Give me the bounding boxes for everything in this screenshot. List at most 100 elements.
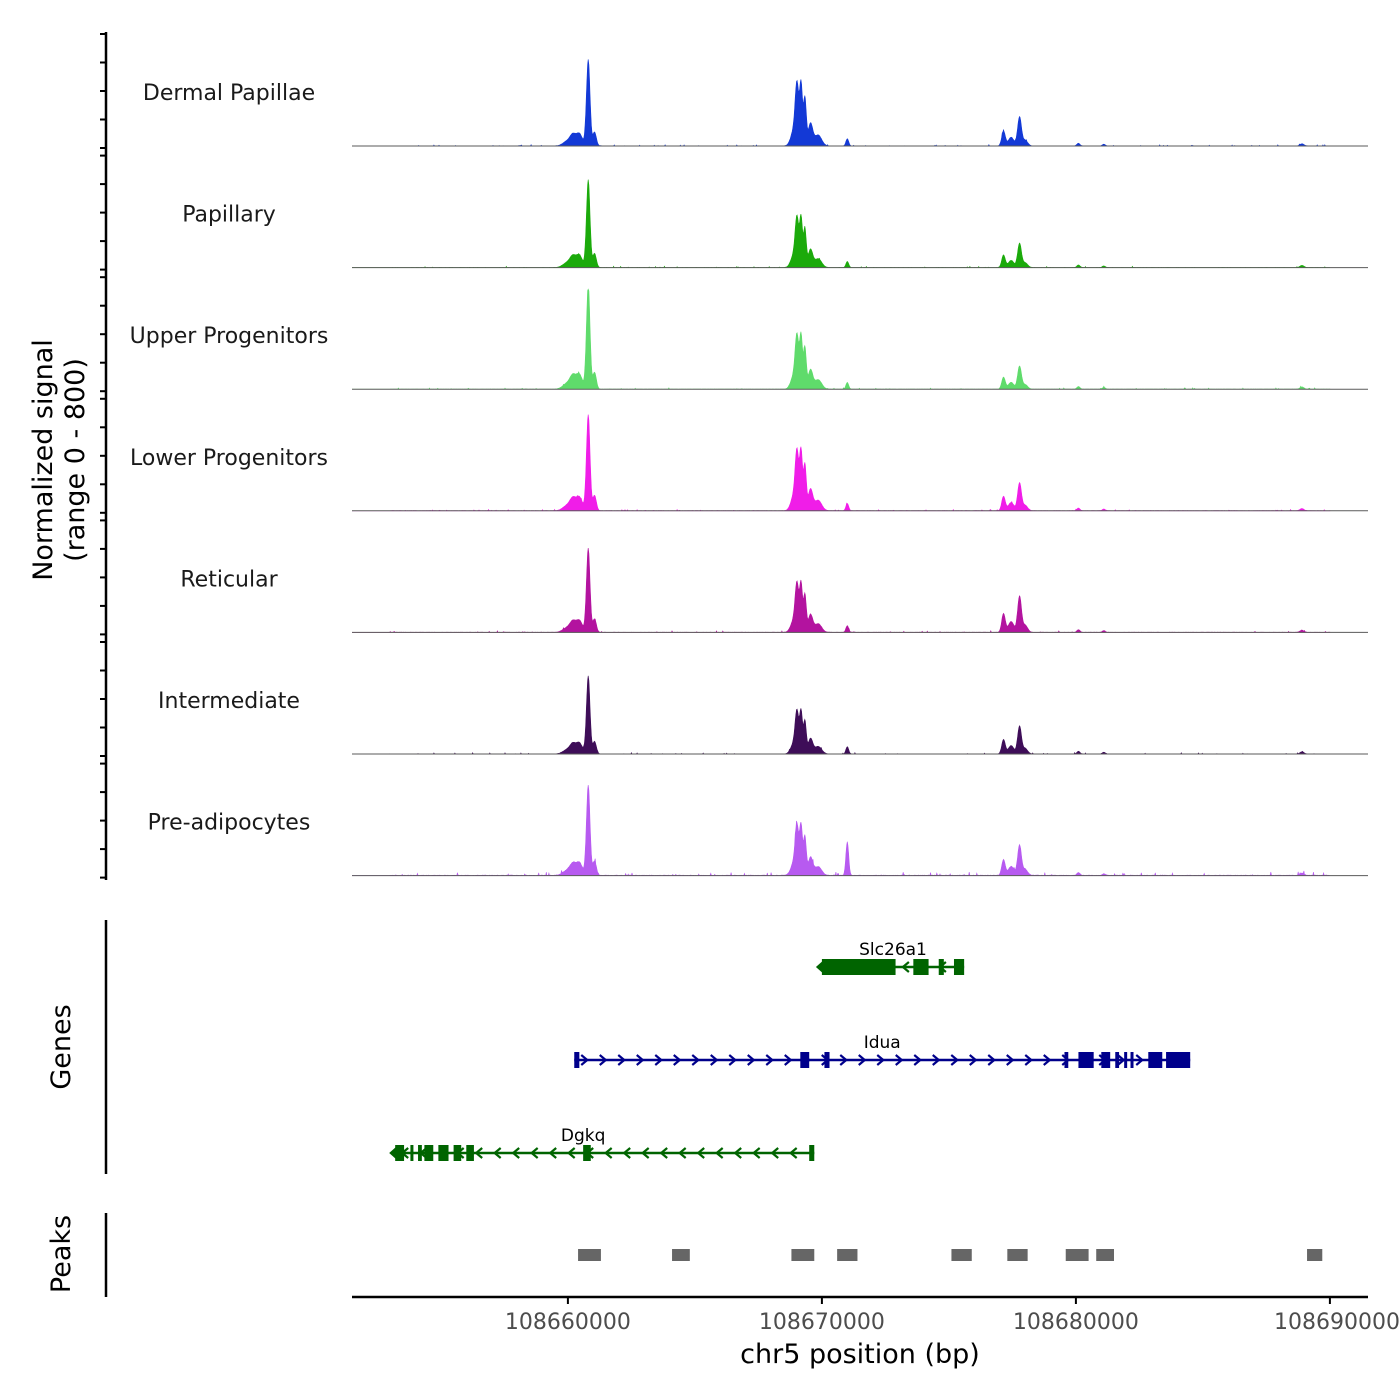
strand-arrow	[566, 1147, 576, 1159]
track-label: Dermal Papillae	[143, 81, 315, 106]
strand-arrow	[751, 1147, 761, 1159]
gene-label: Idua	[864, 1033, 901, 1053]
strand-arrow	[733, 1147, 742, 1159]
peak-region	[672, 1249, 690, 1261]
coverage-area	[352, 179, 1330, 269]
strand-arrow	[580, 1054, 589, 1066]
track-label: Pre-adipocytes	[148, 811, 311, 836]
x-tick-label: 108670000	[759, 1310, 885, 1335]
strand-arrow	[714, 1147, 724, 1159]
gene-exon	[800, 1052, 810, 1068]
track-label: Upper Progenitors	[130, 324, 329, 349]
gene-exon	[395, 1145, 405, 1161]
track-lower-progenitors: Lower Progenitors	[130, 414, 1368, 512]
gene-exon	[1078, 1052, 1094, 1068]
track-intermediate: Intermediate	[158, 675, 1368, 755]
gene-exon	[1115, 1052, 1120, 1068]
strand-arrow	[492, 1147, 502, 1159]
gene-exon	[824, 1052, 830, 1068]
strand-arrow	[673, 1054, 682, 1066]
strand-arrow	[987, 1054, 996, 1066]
strand-arrow	[839, 1054, 848, 1066]
coverage-area	[352, 59, 1330, 147]
peak-region	[1307, 1249, 1323, 1261]
gene-exon	[953, 959, 965, 975]
track-reticular: Reticular	[180, 547, 1368, 633]
track-label: Papillary	[182, 203, 276, 228]
genes-panel-title: Genes	[46, 1004, 77, 1089]
gene-exon	[938, 959, 944, 975]
gene-exon	[913, 959, 929, 975]
strand-arrow	[1024, 1054, 1033, 1066]
gene-exon	[1148, 1052, 1163, 1068]
peak-region	[791, 1249, 815, 1261]
gene-idua: Idua	[574, 1033, 1191, 1068]
track-label: Lower Progenitors	[130, 446, 328, 471]
strand-arrow	[784, 1054, 793, 1066]
coverage-panel: Dermal Papillae Papillary Upper Progenitor…	[130, 59, 1368, 877]
gene-slc26a1: Slc26a1	[815, 940, 965, 975]
x-tick-label: 108690000	[1274, 1310, 1400, 1335]
strand-arrow	[950, 1054, 959, 1066]
coverage-area	[352, 784, 1330, 877]
peaks-panel-title: Peaks	[46, 1215, 77, 1293]
strand-arrow	[913, 1054, 922, 1066]
strand-arrow	[1135, 1054, 1144, 1066]
strand-arrow	[710, 1054, 719, 1066]
strand-arrow	[603, 1147, 613, 1159]
strand-arrow	[511, 1147, 520, 1159]
x-tick-label: 108680000	[1013, 1310, 1139, 1335]
y-axis-title: Normalized signal(range 0 - 800)	[28, 339, 91, 581]
strand-arrow	[1043, 1054, 1052, 1066]
gene-exon	[574, 1052, 580, 1068]
gene-exon	[1101, 1052, 1111, 1068]
strand-arrow	[770, 1147, 779, 1159]
peak-region	[1096, 1249, 1114, 1261]
strand-arrow	[636, 1054, 645, 1066]
track-upper-progenitors: Upper Progenitors	[130, 288, 1368, 390]
track-pre-adipocytes: Pre-adipocytes	[148, 784, 1368, 877]
gene-exon	[424, 1145, 434, 1161]
peaks-panel: Peaks	[46, 1213, 1323, 1297]
strand-arrow	[1117, 1054, 1126, 1066]
coverage-area	[352, 288, 1331, 390]
coverage-area	[352, 414, 1331, 512]
strand-arrow	[617, 1054, 626, 1066]
peak-region	[578, 1249, 601, 1261]
strand-end-arrow	[389, 1145, 399, 1161]
gene-exon	[821, 959, 896, 975]
strand-arrow	[728, 1054, 737, 1066]
gene-exon	[418, 1145, 422, 1161]
strand-arrow	[640, 1147, 650, 1159]
strand-arrow	[747, 1054, 756, 1066]
gene-exon	[410, 1145, 414, 1161]
gene-exon	[583, 1145, 591, 1161]
track-label: Intermediate	[158, 689, 300, 714]
strand-arrow	[548, 1147, 557, 1159]
strand-arrow	[765, 1054, 774, 1066]
strand-arrow	[932, 1054, 941, 1066]
gene-exon	[1130, 1052, 1134, 1068]
strand-end-arrow	[815, 959, 825, 975]
gene-exon	[438, 1145, 449, 1161]
strand-arrow	[529, 1147, 539, 1159]
coverage-area	[352, 675, 1331, 755]
gene-exon	[1124, 1052, 1128, 1068]
strand-arrow	[876, 1054, 885, 1066]
strand-arrow	[599, 1054, 608, 1066]
peak-region	[1065, 1249, 1089, 1261]
gene-exon	[1064, 1052, 1069, 1068]
track-papillary: Papillary	[182, 179, 1368, 269]
y-axis-title-line2: (range 0 - 800)	[60, 358, 91, 562]
strand-arrow	[677, 1147, 687, 1159]
peak-region	[1007, 1249, 1028, 1261]
x-tick-label: 108660000	[505, 1310, 631, 1335]
strand-arrow	[901, 961, 910, 973]
y-axis-title-line1: Normalized signal	[28, 339, 59, 581]
axes: Normalized signal(range 0 - 800) 10866000…	[28, 32, 1400, 1370]
strand-arrow	[474, 1147, 483, 1159]
strand-arrow	[1006, 1054, 1015, 1066]
gene-exon	[1166, 1052, 1191, 1068]
gene-dgkq: Dgkq	[389, 1126, 815, 1161]
strand-arrow	[969, 1054, 978, 1066]
